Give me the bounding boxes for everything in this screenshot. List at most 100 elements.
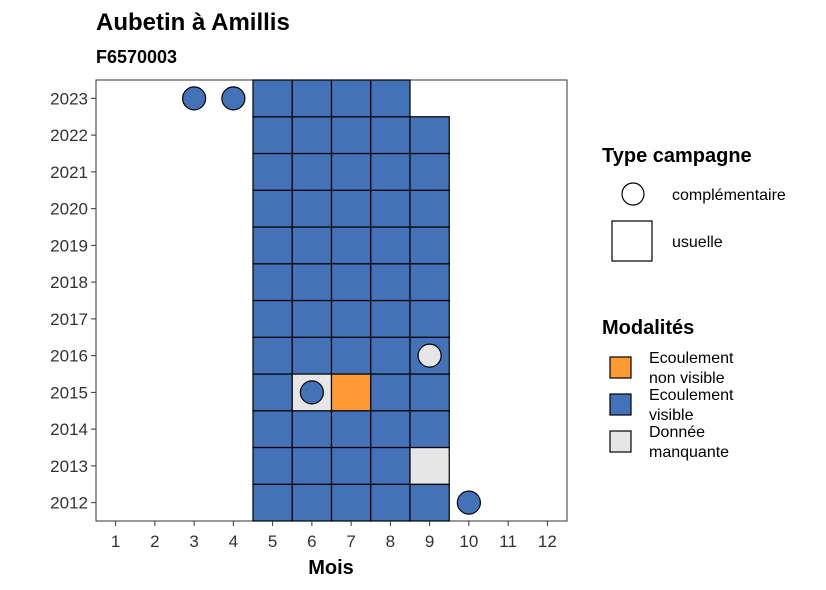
tile-2014-5 (252, 410, 293, 449)
tile-2019-9 (409, 226, 450, 265)
point-2012-10 (456, 490, 481, 515)
tile-2019-6 (291, 226, 333, 265)
tile-2016-5 (252, 336, 293, 375)
x-axis: 1 2 3 4 5 6 7 8 9 10 11 12 (111, 521, 557, 551)
point-2015-6 (299, 380, 324, 405)
tile-2019-7 (330, 226, 372, 265)
legend-label-usuelle: usuelle (672, 234, 723, 251)
y-tick-label: 2020 (50, 200, 88, 219)
tile-2023-7 (330, 79, 372, 118)
tile-2021-5 (252, 152, 293, 191)
tile-2014-8 (370, 410, 411, 449)
y-tick-label: 2016 (50, 347, 88, 366)
y-tick-label: 2013 (50, 457, 88, 476)
tile-2017-7 (330, 299, 372, 338)
point-2023-3 (182, 86, 207, 111)
tile-2018-5 (252, 263, 293, 302)
tile-2018-9 (409, 263, 450, 302)
x-tick-label: 1 (111, 532, 120, 551)
x-tick-label: 9 (425, 532, 434, 551)
x-tick-label: 7 (346, 532, 355, 551)
y-tick-label: 2018 (50, 273, 88, 292)
point-layer (182, 86, 481, 515)
tile-2016-7 (330, 336, 372, 375)
x-tick-label: 12 (538, 532, 557, 551)
y-tick-label: 2017 (50, 310, 88, 329)
tile-2017-9 (409, 299, 450, 338)
tile-2013-8 (370, 446, 411, 485)
x-tick-label: 2 (150, 532, 159, 551)
tile-2014-7 (330, 410, 372, 449)
tile-2023-6 (291, 79, 333, 118)
tile-2022-9 (409, 116, 450, 155)
legend-label-modalite: non visible (649, 370, 725, 387)
tile-2017-5 (252, 299, 293, 338)
tile-2017-6 (291, 299, 333, 338)
tile-2019-8 (370, 226, 411, 265)
legend-key-usuelle (611, 220, 653, 262)
tile-2012-8 (370, 483, 411, 522)
tile-2018-8 (370, 263, 411, 302)
legend-label-modalite: Donnée (649, 424, 705, 441)
x-tick-label: 11 (499, 532, 517, 551)
tile-2014-9 (409, 410, 450, 449)
legend-key-2 (609, 430, 632, 453)
point-2016-9 (417, 343, 442, 368)
tile-2015-7 (330, 373, 372, 412)
tile-2020-8 (370, 189, 411, 228)
y-tick-label: 2014 (50, 420, 88, 439)
tile-2023-8 (370, 79, 411, 118)
tile-2012-7 (330, 483, 372, 522)
legend-key-1 (609, 393, 632, 416)
point-2023-4 (221, 86, 246, 111)
tile-2018-7 (330, 263, 372, 302)
legend-label-modalite: manquante (649, 444, 729, 461)
tile-2013-7 (330, 446, 372, 485)
legend-label-modalite: Ecoulement (649, 387, 734, 404)
tile-2021-9 (409, 152, 450, 191)
tile-2021-6 (291, 152, 333, 191)
tile-2022-5 (252, 116, 293, 155)
tile-2015-8 (370, 373, 411, 412)
tile-2014-6 (291, 410, 333, 449)
tile-2012-6 (291, 483, 333, 522)
x-tick-label: 5 (268, 532, 277, 551)
x-tick-label: 4 (229, 532, 238, 551)
legend-key-complementaire (621, 182, 645, 206)
tile-2020-9 (409, 189, 450, 228)
tile-2022-6 (291, 116, 333, 155)
y-axis: 2012 2013 2014 2015 2016 2017 2018 2019 2020 2021… (50, 89, 96, 513)
chart-title: Aubetin à Amillis (96, 9, 290, 36)
tile-2013-9 (409, 446, 450, 485)
x-tick-label: 8 (386, 532, 395, 551)
x-axis-title: Mois (308, 557, 354, 579)
tile-2021-8 (370, 152, 411, 191)
tile-2020-6 (291, 189, 333, 228)
tile-2013-5 (252, 446, 293, 485)
y-tick-label: 2019 (50, 236, 88, 255)
y-tick-label: 2012 (50, 494, 88, 513)
tile-2021-7 (330, 152, 372, 191)
tile-2020-7 (330, 189, 372, 228)
tile-2016-8 (370, 336, 411, 375)
tile-2015-5 (252, 373, 293, 412)
legend-label-modalite: visible (649, 407, 694, 424)
tile-2019-5 (252, 226, 293, 265)
tile-2015-9 (409, 373, 450, 412)
tile-2020-5 (252, 189, 293, 228)
tile-layer (252, 79, 450, 522)
tile-2017-8 (370, 299, 411, 338)
y-tick-label: 2015 (50, 383, 88, 402)
tile-2016-6 (291, 336, 333, 375)
y-tick-label: 2023 (50, 89, 88, 108)
tile-2013-6 (291, 446, 333, 485)
y-tick-label: 2021 (50, 163, 88, 182)
x-tick-label: 3 (189, 532, 198, 551)
chart-subtitle: F6570003 (96, 47, 177, 67)
legend: Type campagne complémentaire usuelle Mod… (602, 145, 786, 461)
tile-2022-7 (330, 116, 372, 155)
legend-type-title: Type campagne (602, 145, 752, 167)
tile-2018-6 (291, 263, 333, 302)
legend-key-0 (609, 356, 632, 379)
